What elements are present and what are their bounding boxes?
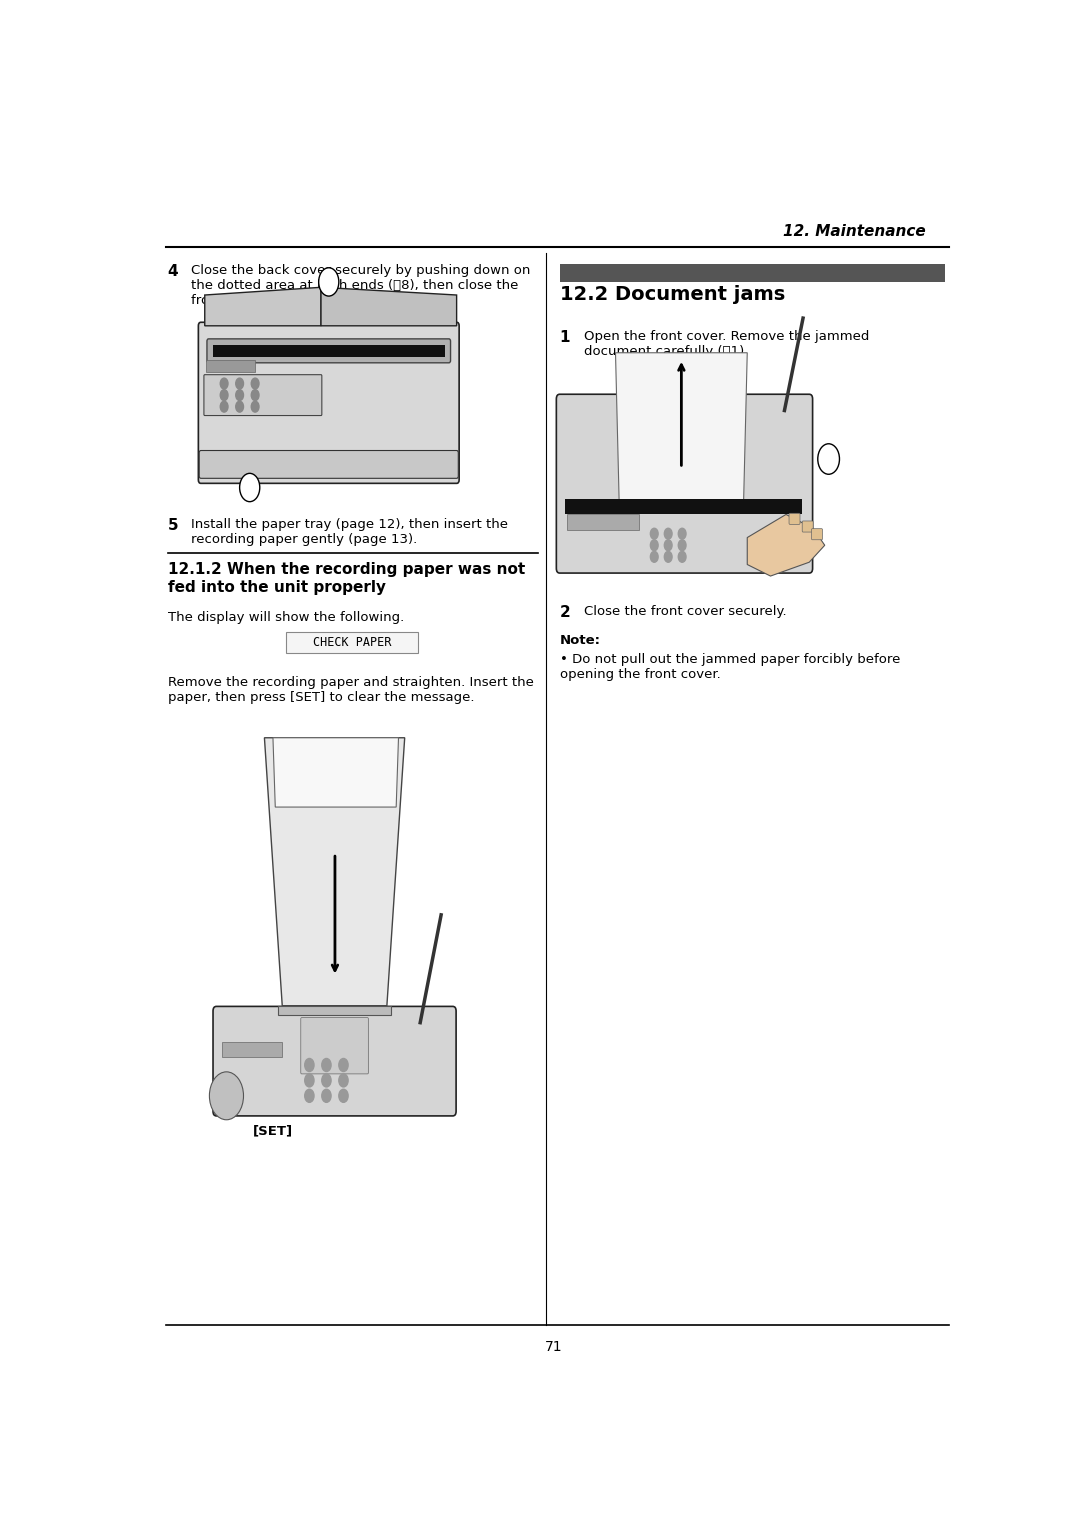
Circle shape [252, 377, 259, 390]
Circle shape [818, 443, 839, 474]
Circle shape [664, 529, 672, 539]
Bar [559, 264, 945, 283]
Polygon shape [273, 738, 399, 807]
Text: 8: 8 [326, 277, 332, 287]
Circle shape [650, 529, 658, 539]
FancyBboxPatch shape [207, 339, 450, 362]
Text: 12.1.2 When the recording paper was not
fed into the unit properly: 12.1.2 When the recording paper was not … [167, 562, 525, 594]
Circle shape [339, 1074, 348, 1086]
Text: 1: 1 [825, 454, 832, 465]
Circle shape [678, 552, 686, 562]
Circle shape [664, 552, 672, 562]
FancyBboxPatch shape [279, 1005, 391, 1015]
Circle shape [664, 539, 672, 550]
Circle shape [252, 390, 259, 400]
Circle shape [650, 539, 658, 550]
Circle shape [235, 390, 243, 400]
FancyBboxPatch shape [567, 515, 638, 530]
FancyBboxPatch shape [206, 361, 255, 371]
Circle shape [322, 1059, 332, 1071]
Circle shape [322, 1074, 332, 1086]
Circle shape [339, 1089, 348, 1102]
FancyBboxPatch shape [811, 529, 823, 539]
FancyBboxPatch shape [789, 513, 800, 524]
FancyBboxPatch shape [556, 394, 812, 573]
Circle shape [252, 402, 259, 413]
FancyBboxPatch shape [221, 1042, 282, 1057]
Text: The display will show the following.: The display will show the following. [167, 611, 404, 623]
Polygon shape [205, 287, 321, 325]
Text: 1: 1 [559, 330, 570, 345]
Text: [SET]: [SET] [253, 1125, 293, 1137]
Circle shape [339, 1059, 348, 1071]
Text: 12. Maintenance: 12. Maintenance [783, 223, 926, 238]
FancyBboxPatch shape [802, 521, 813, 532]
Text: Remove the recording paper and straighten. Insert the
paper, then press [SET] to: Remove the recording paper and straighte… [167, 677, 534, 704]
Circle shape [322, 1089, 332, 1102]
FancyBboxPatch shape [204, 374, 322, 416]
Text: CHECK PAPER: CHECK PAPER [313, 636, 391, 649]
Text: Close the front cover securely.: Close the front cover securely. [584, 605, 787, 619]
FancyBboxPatch shape [213, 1007, 456, 1115]
Text: Install the paper tray (page 12), then insert the
recording paper gently (page 1: Install the paper tray (page 12), then i… [191, 518, 508, 547]
FancyBboxPatch shape [565, 500, 801, 515]
FancyBboxPatch shape [286, 631, 418, 652]
Polygon shape [321, 287, 457, 325]
Circle shape [240, 474, 260, 501]
Text: 71: 71 [544, 1340, 563, 1354]
Circle shape [210, 1071, 243, 1120]
Circle shape [305, 1089, 314, 1102]
Circle shape [220, 402, 228, 413]
Circle shape [650, 552, 658, 562]
Text: Open the front cover. Remove the jammed
document carefully (1).: Open the front cover. Remove the jammed … [584, 330, 869, 358]
Text: 2: 2 [559, 605, 570, 620]
Polygon shape [265, 738, 405, 1005]
Text: • Do not pull out the jammed paper forcibly before
opening the front cover.: • Do not pull out the jammed paper forci… [559, 652, 900, 681]
Polygon shape [616, 353, 747, 510]
FancyBboxPatch shape [199, 322, 459, 483]
Circle shape [220, 390, 228, 400]
Circle shape [235, 402, 243, 413]
Circle shape [678, 539, 686, 550]
Text: 9: 9 [246, 483, 253, 492]
Circle shape [220, 377, 228, 390]
Polygon shape [747, 515, 825, 576]
Text: Note:: Note: [559, 634, 600, 646]
FancyBboxPatch shape [199, 451, 458, 478]
Circle shape [678, 529, 686, 539]
Text: 12.2 Document jams: 12.2 Document jams [559, 286, 785, 304]
Text: 4: 4 [167, 264, 178, 280]
Circle shape [305, 1059, 314, 1071]
Text: Close the back cover securely by pushing down on
the dotted area at both ends (: Close the back cover securely by pushing… [191, 264, 530, 307]
FancyBboxPatch shape [301, 1018, 368, 1074]
Circle shape [235, 377, 243, 390]
Text: 5: 5 [167, 518, 178, 533]
Circle shape [305, 1074, 314, 1086]
Circle shape [319, 267, 339, 296]
FancyBboxPatch shape [213, 345, 445, 356]
